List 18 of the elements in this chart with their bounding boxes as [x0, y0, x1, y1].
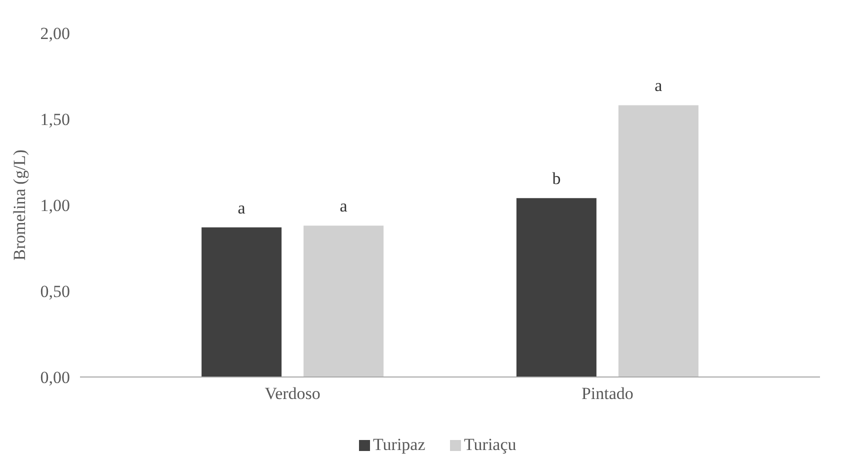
y-tick-label: 0,50	[40, 282, 70, 301]
data-label: a	[654, 76, 663, 96]
legend-label: Turiaçu	[464, 435, 517, 454]
y-tick-label: 2,00	[40, 24, 70, 43]
bar	[618, 105, 698, 377]
data-label: a	[238, 198, 246, 218]
y-tick-label: 0,00	[40, 368, 70, 387]
bar	[202, 227, 282, 377]
x-tick-label: Pintado	[581, 384, 634, 403]
y-axis-title: Bromelina (g/L)	[10, 150, 29, 260]
bar	[516, 198, 596, 377]
bar	[304, 226, 384, 377]
legend-label: Turipaz	[373, 435, 426, 454]
x-tick-label: Verdoso	[264, 384, 320, 403]
data-label: b	[552, 169, 561, 188]
data-label: a	[340, 196, 348, 216]
y-tick-label: 1,00	[40, 196, 70, 215]
y-tick-label: 1,50	[40, 110, 70, 129]
